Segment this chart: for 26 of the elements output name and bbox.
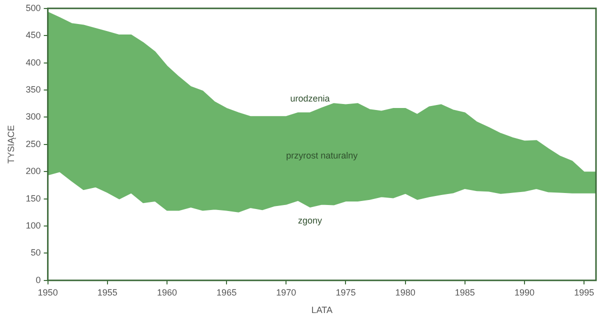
- x-tick-label: 1955: [97, 287, 118, 298]
- x-tick-label: 1970: [276, 287, 296, 298]
- y-tick-label: 50: [30, 248, 41, 258]
- y-tick-label: 250: [26, 138, 41, 149]
- x-tick-label: 1990: [514, 287, 535, 298]
- y-tick-label: 400: [26, 57, 41, 68]
- y-tick-label: 450: [26, 30, 41, 40]
- x-tick-label: 1950: [38, 287, 58, 298]
- x-tick-label: 1985: [454, 287, 475, 298]
- series-label: urodzenia: [290, 93, 330, 104]
- y-tick-label: 150: [26, 193, 41, 204]
- y-tick-label: 0: [36, 274, 41, 285]
- y-tick-label: 200: [26, 166, 41, 176]
- x-tick-label: 1975: [336, 287, 356, 298]
- x-tick-label: 1980: [395, 287, 416, 298]
- x-tick-label: 1995: [574, 287, 594, 298]
- annotation: przyrost naturalny: [286, 150, 358, 161]
- x-tick-label: 1960: [156, 287, 177, 298]
- y-axis-title: TYSIĄCE: [6, 125, 16, 164]
- y-tick-label: 350: [26, 84, 41, 94]
- x-axis-title: LATA: [311, 305, 332, 316]
- y-tick-label: 100: [26, 220, 41, 230]
- y-tick-label: 300: [26, 112, 41, 122]
- y-tick-label: 500: [26, 2, 41, 13]
- series-label: zgony: [298, 215, 322, 226]
- x-tick-label: 1965: [216, 287, 237, 298]
